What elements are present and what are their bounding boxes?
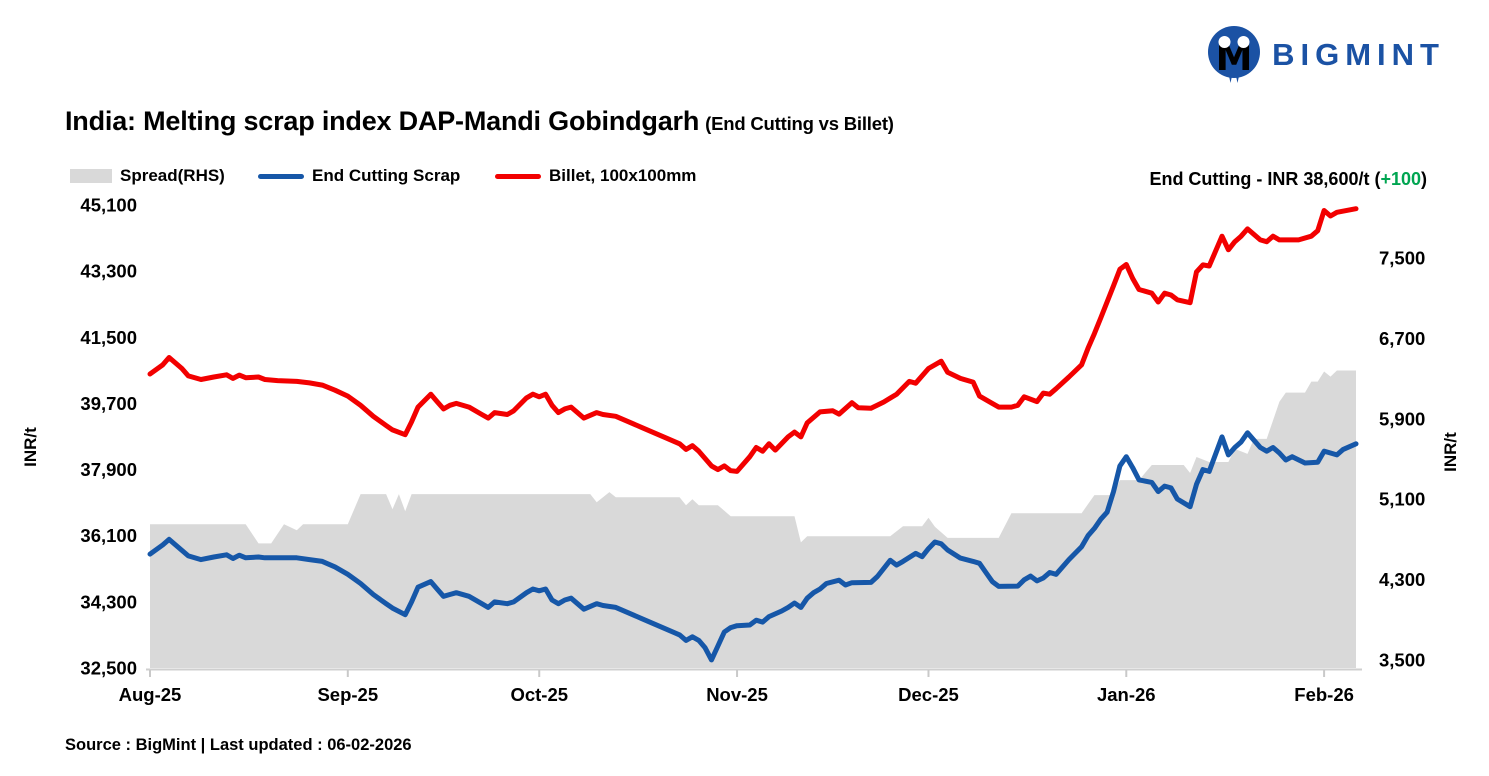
axis-labels-layer: Aug-25 Sep-25 Oct-25 Nov-25 Dec-25 Jan-26 Feb-… — [80, 195, 1425, 706]
right-axis-tick-label: 5,900 — [1379, 408, 1425, 429]
right-axis-tick-label: 3,500 — [1379, 649, 1425, 670]
title-suffix: (End Cutting vs Billet) — [705, 113, 894, 134]
latest-price-annotation: End Cutting - INR 38,600/t (+100) — [1149, 169, 1427, 190]
annotation-suffix: ) — [1421, 169, 1427, 189]
billet-line — [147, 206, 1359, 474]
spread-area-swatch — [70, 169, 112, 183]
x-axis-tick-label: Oct-25 — [510, 684, 568, 705]
x-axis-tick-label: Dec-25 — [898, 684, 959, 705]
bigmint-logo: M BIGMINT — [1207, 26, 1445, 84]
axis-layer — [146, 668, 1362, 677]
legend-label-spread: Spread(RHS) — [120, 166, 225, 185]
left-axis-tick-label: 34,300 — [80, 591, 137, 612]
legend-label-billet: Billet, 100x100mm — [549, 166, 697, 185]
legend-item-billet: Billet, 100x100mm — [495, 166, 696, 186]
x-axis-tick-label: Nov-25 — [706, 684, 768, 705]
chart-legend: Spread(RHS) End Cutting Scrap Billet, 10… — [68, 166, 768, 190]
annotation-change-value: +100 — [1380, 169, 1421, 189]
legend-label-end-cutting: End Cutting Scrap — [312, 166, 461, 185]
left-axis-title: INR/t — [21, 427, 40, 467]
left-axis-tick-label: 45,100 — [80, 195, 137, 216]
annotation-prefix: End Cutting - INR 38,600/t ( — [1149, 169, 1381, 189]
title-main: India: Melting scrap index DAP-Mandi Gob… — [65, 106, 700, 136]
page-title: India: Melting scrap index DAP-Mandi Gob… — [65, 106, 894, 137]
x-axis-tick-label: Feb-26 — [1294, 684, 1354, 705]
right-axis-title: INR/t — [1441, 432, 1460, 472]
left-axis-tick-label: 36,100 — [80, 525, 137, 546]
source-note: Source : BigMint | Last updated : 06-02-… — [65, 736, 412, 754]
bigmint-logo-icon: M — [1208, 26, 1261, 83]
legend-item-spread: Spread(RHS) — [70, 166, 225, 186]
left-axis-tick-label: 37,900 — [80, 459, 137, 480]
bigmint-logo-text: BIGMINT — [1272, 37, 1445, 72]
right-axis-tick-label: 6,700 — [1379, 328, 1425, 349]
x-axis-tick-label: Aug-25 — [119, 684, 182, 705]
x-axis-tick-label: Sep-25 — [317, 684, 378, 705]
right-axis-tick-label: 7,500 — [1379, 247, 1425, 268]
legend-item-end-cutting: End Cutting Scrap — [258, 166, 460, 186]
right-axis-tick-label: 5,100 — [1379, 489, 1425, 510]
left-axis-tick-label: 32,500 — [80, 658, 137, 679]
left-axis-tick-label: 43,300 — [80, 261, 137, 282]
billet-line-swatch — [495, 173, 541, 179]
left-axis-tick-label: 39,700 — [80, 393, 137, 414]
end-cutting-line-swatch — [258, 173, 304, 179]
left-axis-tick-label: 41,500 — [80, 327, 137, 348]
price-lines-layer — [147, 206, 1359, 663]
right-axis-tick-label: 4,300 — [1379, 569, 1425, 590]
x-axis-tick-label: Jan-26 — [1097, 684, 1156, 705]
end-cutting-line — [147, 430, 1359, 663]
